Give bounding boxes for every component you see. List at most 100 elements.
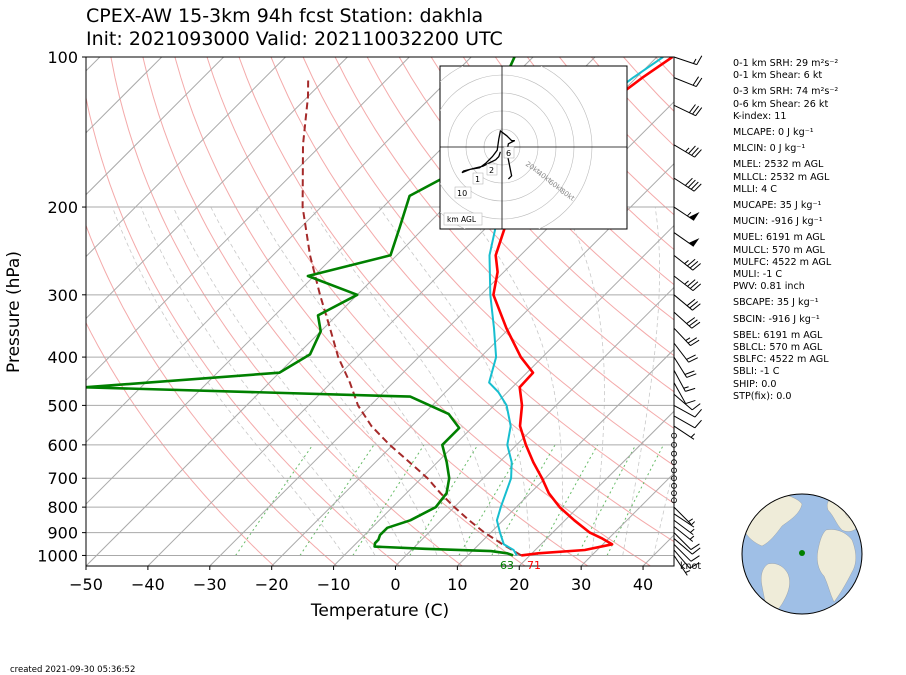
mixing-ratio-line (299, 444, 375, 556)
hodograph-height-box (454, 186, 472, 199)
barb-staff (673, 404, 696, 418)
barb-feather (694, 419, 702, 429)
dry-adiabat (270, 57, 674, 504)
barb-staff (673, 294, 693, 311)
stat-line: SHIP: 0.0 (733, 378, 777, 390)
wind-barb (671, 450, 677, 457)
moist-adiabat (622, 206, 660, 556)
isotherm (86, 57, 348, 320)
dry-adiabat (334, 57, 674, 429)
wind-barb (673, 356, 697, 378)
hodograph-height-label: 10 (457, 189, 467, 198)
barb-feather (687, 258, 696, 267)
dewpoint-profile (86, 57, 516, 557)
y-tick-label: 300 (47, 286, 78, 305)
dry-adiabat (462, 57, 674, 286)
dry-adiabat (366, 57, 674, 393)
x-tick-label: 20 (509, 575, 529, 594)
barb-feather (692, 105, 700, 115)
mixing-ratio-line (235, 444, 314, 556)
barb-half-feather (684, 280, 689, 285)
wind-barb (673, 532, 700, 551)
wind-barb (673, 393, 701, 411)
barb-feather (686, 373, 697, 378)
moist-adiabat (378, 206, 531, 556)
stat-line: 0-1 km SRH: 29 m²s⁻² (733, 58, 839, 69)
wind-barb (673, 177, 702, 192)
barb-feather (688, 145, 696, 154)
wind-barb (673, 76, 703, 88)
barb-feather (695, 107, 703, 116)
wind-barb (673, 526, 695, 542)
barb-staff (673, 369, 686, 392)
barb-staff (673, 506, 692, 525)
barb-feather (687, 337, 697, 344)
wind-barb (673, 311, 701, 329)
wind-barb (673, 254, 701, 271)
y-tick-label: 500 (47, 396, 78, 415)
barb-feather (684, 370, 695, 375)
barb-feather (690, 181, 699, 190)
barb-flag (688, 212, 700, 221)
mixing-ratio-line (409, 444, 479, 556)
barb-feather (689, 562, 699, 569)
barb-half-feather (693, 58, 697, 64)
barb-feather (692, 303, 701, 311)
barb-feather (694, 149, 702, 158)
wind-barb (673, 327, 700, 347)
barb-staff (673, 104, 696, 117)
barb-feather (688, 319, 698, 327)
barb-staff (673, 254, 694, 271)
barb-staff (673, 526, 694, 542)
barb-feather (695, 77, 703, 87)
wind-barb (673, 513, 696, 528)
x-tick-label: 40 (633, 575, 653, 594)
barb-feather (685, 387, 696, 392)
barb-feather (691, 147, 699, 156)
barb-feather (689, 281, 699, 289)
isotherm (86, 57, 410, 382)
barb-flag (688, 238, 700, 247)
y-tick-label: 400 (47, 348, 78, 367)
barb-staff (673, 77, 697, 88)
y-tick-label: 100 (47, 48, 78, 67)
barb-staff (673, 538, 693, 555)
chart-subtitle: Init: 2021093000 Valid: 202110032200 UTC (86, 28, 503, 50)
wind-barb (673, 369, 696, 392)
hodograph-height-box (503, 146, 515, 159)
barb-feather (686, 317, 696, 324)
barb-staff (673, 519, 694, 536)
wind-barb (673, 232, 700, 247)
isotherm (209, 101, 674, 566)
y-axis-label: Pressure (hPa) (4, 251, 24, 373)
hodograph-height-box (486, 163, 498, 176)
x-tick-label: 10 (447, 575, 467, 594)
isotherm (333, 224, 674, 566)
stat-line: SBLCL: 570 m AGL (733, 342, 823, 354)
wind-barb (673, 549, 699, 569)
moist-adiabat (172, 206, 407, 556)
dry-adiabat (86, 321, 275, 566)
moist-adiabat (255, 206, 469, 556)
stat-line: SBLI: -1 C (733, 366, 780, 378)
dry-adiabat (302, 57, 674, 467)
barb-feather (687, 279, 696, 287)
barb-half-feather (690, 433, 696, 438)
hodograph-frame (439, 65, 628, 230)
barb-staff (673, 206, 695, 221)
barb-staff (673, 56, 697, 66)
surface-temperature-label: 71 (527, 559, 541, 572)
station-marker (799, 550, 805, 556)
moist-adiabat (140, 206, 376, 556)
stat-line: SBLFC: 4522 m AGL (733, 354, 829, 366)
x-tick-label: −30 (193, 575, 227, 594)
barb-staff (673, 144, 695, 158)
wind-barb (671, 441, 677, 448)
stat-line: K-index: 11 (733, 110, 787, 122)
stat-line: SBCIN: -916 J kg⁻¹ (733, 313, 820, 325)
moist-adiabat (210, 206, 438, 556)
barb-staff (673, 549, 690, 569)
barb-feather (693, 183, 702, 192)
barb-feather (690, 543, 700, 551)
